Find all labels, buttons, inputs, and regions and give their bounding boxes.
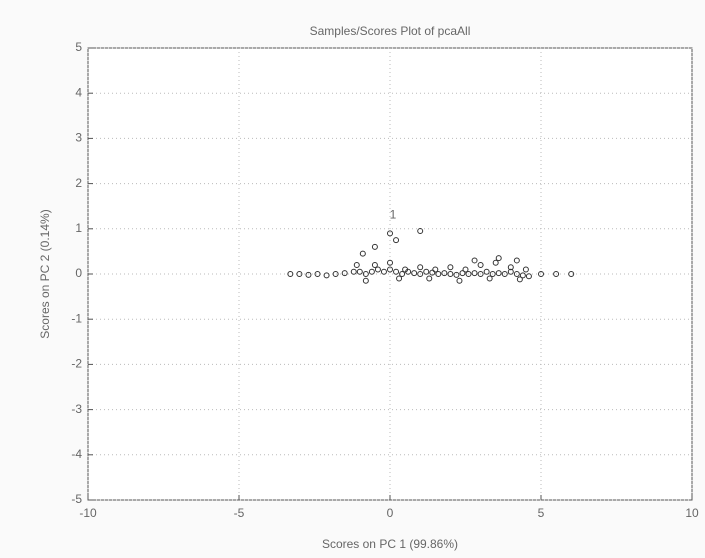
point	[492, 259, 499, 266]
point	[371, 261, 378, 268]
point	[568, 271, 575, 277]
point	[516, 276, 523, 283]
x-tick-label: -5	[234, 506, 245, 520]
point	[483, 268, 490, 275]
point	[380, 268, 387, 275]
point	[411, 270, 418, 277]
y-tick-label: -5	[71, 492, 82, 506]
point	[426, 275, 433, 282]
point	[513, 271, 520, 277]
point	[486, 275, 493, 282]
y-tick-label: 0	[75, 266, 82, 280]
point	[435, 271, 442, 277]
y-tick-label: 4	[75, 85, 82, 99]
point	[393, 268, 400, 275]
point	[465, 271, 472, 277]
point	[522, 266, 529, 273]
point	[387, 259, 393, 266]
point	[477, 261, 484, 268]
point	[341, 270, 348, 277]
point	[356, 268, 363, 275]
point	[519, 272, 526, 279]
x-axis-label: Scores on PC 1 (99.86%)	[322, 537, 458, 551]
point	[447, 264, 454, 271]
point	[489, 271, 496, 277]
point	[296, 271, 303, 277]
y-tick-label: 5	[75, 40, 82, 54]
point	[332, 271, 339, 277]
point	[495, 255, 502, 262]
annotation: 1	[390, 207, 397, 221]
y-tick-label: -3	[71, 402, 82, 416]
y-tick-label: -4	[71, 447, 82, 461]
point	[417, 271, 424, 277]
point	[471, 257, 478, 264]
point	[417, 228, 424, 235]
point	[362, 277, 369, 284]
point	[423, 268, 430, 275]
point	[399, 271, 406, 277]
point	[553, 271, 560, 277]
y-tick-label: 3	[75, 131, 82, 145]
point	[462, 266, 469, 273]
point	[459, 270, 466, 277]
point	[429, 269, 436, 276]
y-axis-label: Scores on PC 2 (0.14%)	[38, 209, 52, 338]
point	[393, 237, 400, 244]
point	[513, 257, 520, 264]
point	[432, 266, 439, 273]
point	[525, 273, 532, 280]
point	[471, 270, 478, 277]
point	[323, 272, 330, 279]
x-tick-label: 5	[538, 506, 545, 520]
point	[362, 271, 369, 277]
point	[495, 270, 502, 277]
point	[396, 275, 403, 282]
point	[387, 266, 393, 273]
point	[371, 243, 378, 250]
point	[456, 277, 463, 284]
point	[477, 271, 484, 277]
x-tick-label: -10	[79, 506, 97, 520]
point	[350, 268, 357, 275]
point	[538, 271, 544, 277]
point	[353, 261, 360, 268]
point	[287, 271, 294, 277]
point	[368, 268, 375, 275]
y-tick-label: 2	[75, 176, 82, 190]
x-tick-label: 10	[685, 506, 699, 520]
point	[387, 230, 393, 237]
point	[453, 271, 460, 278]
point	[359, 250, 366, 257]
point	[441, 270, 448, 277]
y-tick-label: 1	[75, 221, 82, 235]
point	[374, 266, 381, 273]
point	[402, 266, 409, 273]
chart-title: Samples/Scores Plot of pcaAll	[310, 24, 471, 38]
point	[507, 264, 514, 271]
point	[305, 271, 312, 278]
point	[314, 271, 321, 277]
y-tick-label: -2	[71, 357, 82, 371]
x-tick-label: 0	[387, 506, 394, 520]
point	[501, 271, 508, 277]
point	[417, 264, 424, 271]
point	[447, 271, 454, 277]
y-tick-label: -1	[71, 311, 82, 325]
